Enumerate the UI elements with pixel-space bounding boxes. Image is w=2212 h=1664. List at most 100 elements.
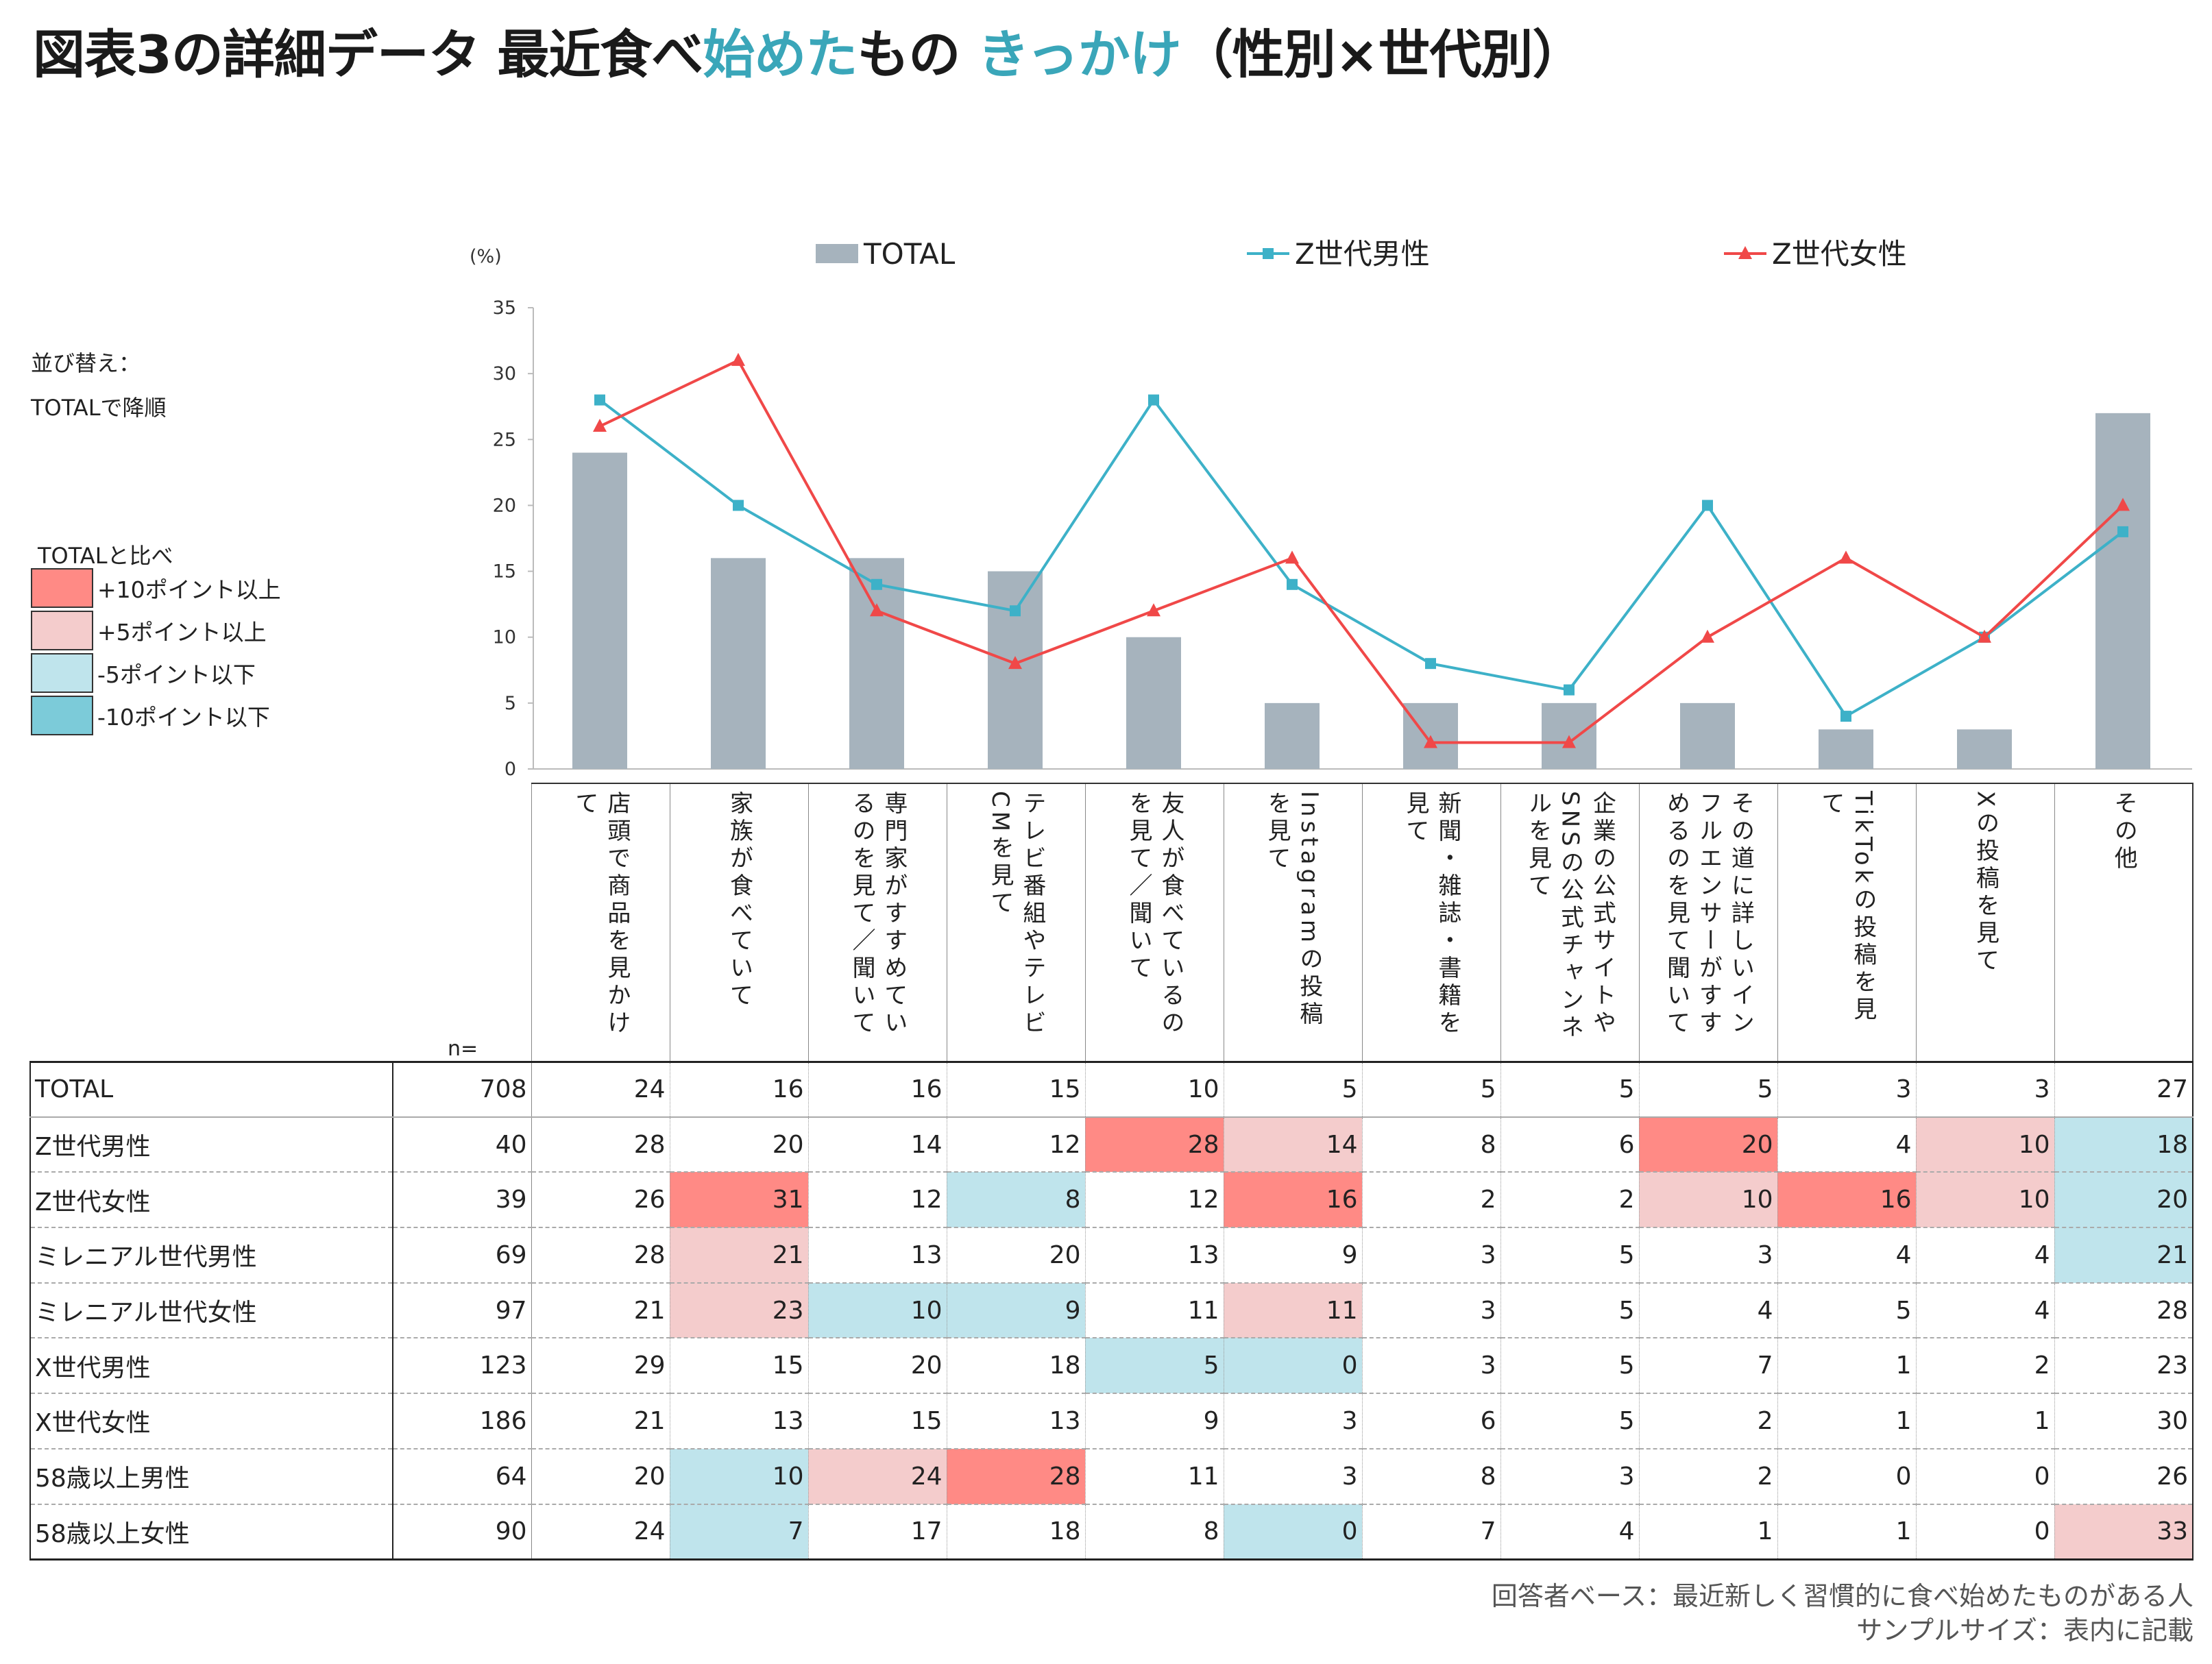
- legend-swatch: [31, 611, 93, 650]
- table-cell: 20: [2054, 1172, 2193, 1229]
- row-label: ミレニアル世代女性: [29, 1282, 393, 1339]
- point-triangle: [870, 603, 884, 617]
- column-header-text: TikTokの投稿を見て: [1817, 791, 1877, 1025]
- point-square: [733, 500, 744, 511]
- bar-total: [849, 558, 904, 769]
- column-header-text: Xの投稿を見て: [1971, 791, 2000, 976]
- table-cell: 4: [1777, 1227, 1916, 1284]
- footnote-sample: サンプルサイズ：表内に記載: [1856, 1615, 2193, 1645]
- table-cell: 28: [531, 1227, 670, 1284]
- row-label: X世代女性: [29, 1393, 393, 1449]
- table-cell: 2: [1361, 1172, 1500, 1229]
- table-cell: 15: [807, 1393, 947, 1449]
- table-cell: 21: [531, 1282, 670, 1339]
- header-row: n= 店頭で商品を見かけて 家族が食べていて 専門家がすすめているのを見て／聞いて テレ…: [30, 783, 2193, 1062]
- table-cell: 13: [946, 1393, 1085, 1449]
- point-triangle: [1285, 550, 1299, 564]
- table-cell: 3: [1361, 1282, 1500, 1339]
- table-cell: 7: [1638, 1338, 1777, 1395]
- table-cell: 4: [1500, 1504, 1639, 1561]
- table-cell: 3: [1361, 1338, 1500, 1395]
- point-square: [1840, 711, 1851, 722]
- table-cell: 7: [1361, 1504, 1500, 1561]
- legend-z-male-label: Z世代男性: [1295, 237, 1430, 271]
- bar-total: [572, 452, 627, 769]
- bar-total: [988, 571, 1043, 769]
- table-cell: 10: [807, 1282, 947, 1339]
- point-square: [2117, 526, 2128, 537]
- point-triangle: [1978, 629, 1991, 643]
- table-cell: 33: [2054, 1504, 2193, 1561]
- y-tick-label: 25: [493, 429, 516, 450]
- column-header: その他: [2054, 783, 2193, 1062]
- compare-legend-title: TOTALと比べ: [38, 543, 173, 569]
- table-cell: 9: [1084, 1393, 1224, 1449]
- page-title: 図表3の詳細データ 最近食べ始めたもの きっかけ（性別×世代別）: [33, 12, 1584, 88]
- table-cell: 15: [669, 1338, 808, 1395]
- point-triangle: [1562, 735, 1576, 748]
- table-cell: 27: [2054, 1060, 2193, 1118]
- column-header-text: 専門家がすすめているのを見て／聞いて: [848, 791, 908, 1038]
- table-cell: 1: [1777, 1504, 1916, 1561]
- table-cell: 15: [946, 1060, 1085, 1118]
- table-cell: 14: [1223, 1116, 1362, 1173]
- bar-total: [1680, 702, 1735, 769]
- column-header: 友人が食べているのを見て／聞いて: [1084, 783, 1224, 1062]
- legend-swatch: [31, 696, 93, 735]
- table-cell: 4: [1777, 1116, 1916, 1173]
- row-label: Z世代女性: [29, 1172, 393, 1229]
- table-cell: 24: [531, 1504, 670, 1561]
- title-text: 図表3の詳細データ 最近食べ: [33, 24, 703, 85]
- y-tick-label: 0: [505, 759, 516, 780]
- table-cell: 5: [1500, 1282, 1639, 1339]
- compare-legend-item: +10ポイント以上: [31, 567, 281, 609]
- table-row: Z世代女性 39 26 31 12 8 12 16 2 2 10 16 10 20: [29, 1172, 2193, 1229]
- row-n: 40: [393, 1116, 531, 1173]
- table-cell: 3: [1915, 1060, 2054, 1118]
- point-square: [1287, 578, 1298, 590]
- table-cell: 5: [1500, 1393, 1639, 1449]
- row-n: 97: [393, 1282, 531, 1339]
- table-cell: 5: [1361, 1060, 1500, 1118]
- table-cell: 14: [807, 1116, 947, 1173]
- column-header-text: 友人が食べているのを見て／聞いて: [1125, 791, 1184, 1038]
- n-header: n=: [448, 1036, 478, 1061]
- table-cell: 5: [1500, 1227, 1639, 1284]
- table-cell: 23: [669, 1282, 808, 1339]
- table-cell: 21: [669, 1227, 808, 1284]
- table-cell: 11: [1084, 1282, 1224, 1339]
- table-cell: 11: [1223, 1282, 1362, 1339]
- column-header-text: 企業の公式サイトやSNSの公式チャンネルを見て: [1524, 791, 1616, 1042]
- column-header: TikTokの投稿を見て: [1777, 783, 1916, 1062]
- legend-total-swatch: [816, 244, 858, 263]
- point-triangle: [1839, 550, 1853, 564]
- table-cell: 5: [1777, 1282, 1916, 1339]
- column-header-text: 新聞・雑誌・書籍を見て: [1402, 791, 1461, 1038]
- point-square: [1564, 684, 1575, 696]
- sort-note-line2: TOTALで降順: [31, 395, 167, 421]
- table-cell: 2: [1500, 1172, 1639, 1229]
- table-cell: 4: [1915, 1282, 2054, 1339]
- table-cell: 10: [1915, 1172, 2054, 1229]
- table-cell: 5: [1223, 1060, 1362, 1118]
- table-cell: 5: [1084, 1338, 1224, 1395]
- table-cell: 1: [1638, 1504, 1777, 1561]
- table-cell: 3: [1500, 1448, 1639, 1505]
- y-tick-label: 30: [493, 363, 516, 384]
- table-cell: 16: [1223, 1172, 1362, 1229]
- table-cell: 28: [946, 1448, 1085, 1505]
- column-header-text: その他: [2110, 791, 2138, 873]
- table-cell: 20: [669, 1116, 808, 1173]
- column-header-text: その道に詳しいインフルエンサーがすすめるのを見て聞いて: [1662, 791, 1755, 1038]
- row-n: 708: [393, 1060, 531, 1118]
- table-cell: 8: [946, 1172, 1085, 1229]
- table-cell: 10: [1084, 1060, 1224, 1118]
- table-cell: 12: [807, 1172, 947, 1229]
- table-cell: 11: [1084, 1448, 1224, 1505]
- chart: 0 5 10 15 20 25 30 35 (%) TOTAL Z世代男性 Z世代女性: [470, 237, 2192, 780]
- table-cell: 12: [1084, 1172, 1224, 1229]
- point-triangle: [2116, 498, 2130, 511]
- compare-legend-item: -5ポイント以下: [31, 652, 256, 694]
- table-cell: 18: [2054, 1116, 2193, 1173]
- compare-legend-item: +5ポイント以上: [31, 609, 267, 652]
